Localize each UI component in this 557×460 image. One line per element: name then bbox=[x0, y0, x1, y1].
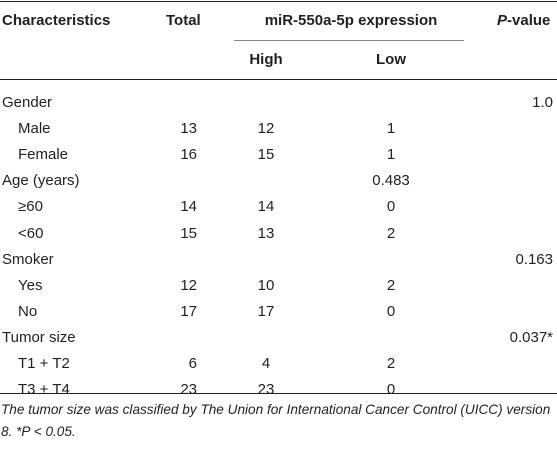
cell-low: 2 bbox=[386, 225, 396, 242]
cell-low: 0.483 bbox=[372, 172, 410, 189]
cell-total: 17 bbox=[180, 303, 197, 320]
row-label: <60 bbox=[18, 225, 44, 242]
cell-p-value: 1.0 bbox=[532, 94, 553, 111]
cell-low: 1 bbox=[386, 120, 396, 137]
cell-total: 15 bbox=[180, 225, 197, 242]
header-bottom-rule bbox=[0, 79, 557, 80]
cell-p-value: 0.163 bbox=[515, 251, 553, 268]
cell-total: 13 bbox=[180, 120, 197, 137]
row-label: Yes bbox=[18, 277, 43, 294]
header-total: Total bbox=[166, 12, 201, 29]
header-expression-group: miR-550a-5p expression bbox=[264, 12, 438, 29]
header-high: High bbox=[249, 51, 283, 68]
header-low: Low bbox=[376, 51, 406, 68]
cell-total: 6 bbox=[188, 355, 197, 372]
cell-low: 2 bbox=[386, 277, 396, 294]
row-label: Tumor size bbox=[2, 329, 76, 346]
cell-high: 17 bbox=[257, 303, 275, 320]
row-label: T1 + T2 bbox=[18, 355, 70, 372]
row-label: Male bbox=[18, 120, 51, 137]
cell-low: 2 bbox=[386, 355, 396, 372]
cell-low: 1 bbox=[386, 146, 396, 163]
cell-total: 23 bbox=[180, 381, 197, 398]
cell-low: 0 bbox=[386, 198, 396, 215]
cell-p-value: 0.037* bbox=[509, 329, 553, 346]
cell-total: 16 bbox=[180, 146, 197, 163]
cell-high: 10 bbox=[257, 277, 275, 294]
row-label: Female bbox=[18, 146, 69, 163]
cell-low: 0 bbox=[386, 303, 396, 320]
table-bottom-rule bbox=[0, 393, 557, 394]
cell-high: 15 bbox=[257, 146, 275, 163]
table-top-rule bbox=[0, 1, 557, 2]
header-characteristics: Characteristics bbox=[2, 12, 111, 29]
row-label: Gender bbox=[2, 94, 53, 111]
cell-high: 4 bbox=[261, 355, 271, 372]
header-p-value: P-value bbox=[497, 12, 550, 30]
cell-total: 14 bbox=[180, 198, 197, 215]
cell-low: 0 bbox=[386, 381, 396, 398]
row-label: Smoker bbox=[2, 251, 54, 268]
cell-high: 23 bbox=[257, 381, 275, 398]
row-label: ≥60 bbox=[18, 198, 43, 215]
table-footnote: The tumor size was classified by The Uni… bbox=[1, 402, 551, 439]
header-p-suffix: -value bbox=[507, 12, 551, 29]
cell-high: 13 bbox=[257, 225, 275, 242]
expression-subheader-rule bbox=[234, 40, 464, 41]
cell-high: 12 bbox=[257, 120, 275, 137]
row-label: T3 + T4 bbox=[18, 381, 70, 398]
cell-total: 12 bbox=[180, 277, 197, 294]
row-label: No bbox=[18, 303, 38, 320]
header-p-italic: P bbox=[497, 12, 508, 29]
row-label: Age (years) bbox=[2, 172, 80, 189]
cell-high: 14 bbox=[257, 198, 275, 215]
